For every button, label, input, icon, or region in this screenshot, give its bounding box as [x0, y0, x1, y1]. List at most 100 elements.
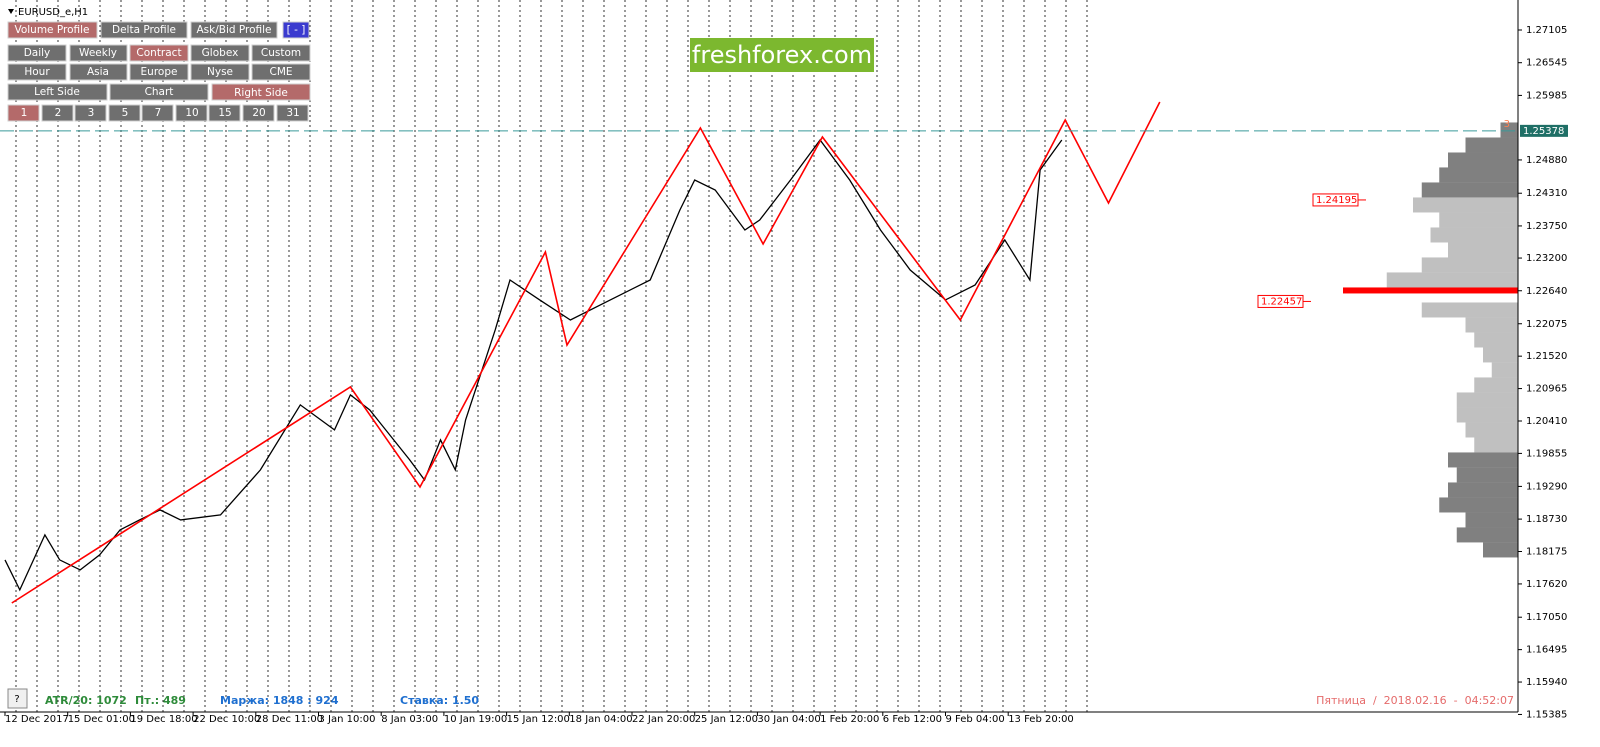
- button[interactable]: 15: [208, 104, 241, 122]
- volume-bar: [1413, 197, 1518, 213]
- volume-bar: [1456, 527, 1518, 543]
- button-label: Hour: [24, 66, 50, 78]
- button-label: Daily: [24, 47, 51, 59]
- button[interactable]: Delta Profile: [100, 21, 188, 39]
- button[interactable]: Nyse: [190, 63, 250, 81]
- volume-bar: [1500, 122, 1518, 138]
- x-tick-label: 6 Feb 12:00: [883, 714, 942, 725]
- y-tick-label: 1.23750: [1526, 221, 1567, 232]
- volume-bar: [1474, 437, 1518, 453]
- y-tick-label: 1.24880: [1526, 155, 1567, 166]
- button-label: 1: [21, 107, 28, 119]
- level-box: [1312, 193, 1359, 207]
- volume-bar: [1456, 467, 1518, 483]
- volume-bar: [1465, 512, 1518, 528]
- button[interactable]: Weekly: [69, 44, 128, 62]
- x-tick-label: 22 Dec 10:00: [193, 714, 260, 725]
- level-label: 1.24195: [1316, 195, 1357, 206]
- button[interactable]: 20: [242, 104, 275, 122]
- button[interactable]: 1: [7, 104, 40, 122]
- button-label: Ask/Bid Profile: [196, 24, 271, 36]
- x-tick-label: 3 Jan 10:00: [319, 714, 376, 725]
- y-tick-label: 1.18175: [1526, 547, 1567, 558]
- button-label: Chart: [145, 86, 174, 98]
- button-label: 7: [155, 107, 162, 119]
- current-price-label: 1.25378: [1523, 126, 1564, 137]
- button-label: Custom: [261, 47, 301, 59]
- level-box: [1257, 294, 1304, 308]
- rate-text: Ставка: 1.50: [400, 694, 479, 707]
- help-button[interactable]: [7, 688, 28, 709]
- price-line: [4, 138, 1063, 592]
- y-tick-label: 1.15385: [1526, 709, 1567, 720]
- volume-bar: [1456, 407, 1518, 423]
- button-label: Volume Profile: [14, 24, 89, 36]
- button[interactable]: Europe: [129, 63, 189, 81]
- watermark-box: [690, 38, 874, 72]
- button[interactable]: CME: [251, 63, 311, 81]
- button[interactable]: 5: [108, 104, 141, 122]
- y-tick-label: 1.17620: [1526, 579, 1567, 590]
- volume-bar: [1448, 452, 1518, 468]
- y-tick-label: 1.18730: [1526, 514, 1567, 525]
- symbol-label: EURUSD_e,H1: [18, 7, 88, 18]
- volume-bar: [1439, 167, 1518, 183]
- volume-bar: [1448, 152, 1518, 168]
- volume-bar: [1439, 212, 1518, 228]
- y-tick-label: 1.16495: [1526, 645, 1567, 656]
- button[interactable]: Asia: [69, 63, 128, 81]
- y-tick-label: 1.27105: [1526, 25, 1567, 36]
- y-tick-label: 1.20965: [1526, 384, 1567, 395]
- button[interactable]: 7: [141, 104, 174, 122]
- button[interactable]: [ - ]: [282, 21, 310, 39]
- margin-text: Маржа: 1848 : 924: [220, 694, 339, 707]
- y-tick-label: 1.22075: [1526, 319, 1567, 330]
- datetime-text: Пятница / 2018.02.16 - 04:52:07: [1316, 694, 1514, 707]
- y-tick-label: 1.26545: [1526, 58, 1567, 69]
- menu-arrow[interactable]: [8, 9, 14, 14]
- y-tick-label: 1.15940: [1526, 677, 1567, 688]
- bars-text: Пт.: 489: [135, 694, 186, 707]
- y-tick-label: 1.22640: [1526, 286, 1567, 297]
- x-tick-label: 28 Dec 11:00: [256, 714, 323, 725]
- volume-bar: [1343, 287, 1518, 294]
- y-tick-label: 1.20410: [1526, 416, 1567, 427]
- button[interactable]: Contract: [129, 44, 189, 62]
- watermark: freshforex.com: [692, 41, 872, 69]
- button-label: Right Side: [234, 87, 288, 99]
- button[interactable]: Globex: [190, 44, 250, 62]
- button[interactable]: Chart: [109, 83, 209, 101]
- y-tick-label: 1.17050: [1526, 612, 1567, 623]
- y-tick-label: 1.21520: [1526, 351, 1567, 362]
- x-tick-label: 19 Dec 18:00: [130, 714, 197, 725]
- y-tick-label: 1.19855: [1526, 448, 1567, 459]
- button[interactable]: Custom: [251, 44, 311, 62]
- x-tick-label: 15 Dec 01:00: [68, 714, 135, 725]
- x-tick-label: 22 Jan 20:00: [632, 714, 695, 725]
- button-label: 5: [122, 107, 129, 119]
- button[interactable]: 10: [175, 104, 208, 122]
- volume-bar: [1474, 332, 1518, 348]
- x-tick-label: 13 Feb 20:00: [1008, 714, 1074, 725]
- button-label: 3: [88, 107, 95, 119]
- button[interactable]: Left Side: [7, 83, 108, 101]
- button[interactable]: Daily: [7, 44, 67, 62]
- button[interactable]: Right Side: [211, 83, 311, 101]
- volume-bar: [1421, 257, 1518, 273]
- button[interactable]: Hour: [7, 63, 67, 81]
- volume-bar: [1483, 347, 1518, 363]
- button[interactable]: 3: [74, 104, 107, 122]
- button[interactable]: 31: [276, 104, 309, 122]
- button[interactable]: Volume Profile: [7, 21, 98, 39]
- button[interactable]: 2: [41, 104, 74, 122]
- current-price-box: [1520, 124, 1568, 137]
- y-tick-label: 1.23200: [1526, 253, 1567, 264]
- x-tick-label: 25 Jan 12:00: [695, 714, 758, 725]
- plot: [4, 101, 1518, 604]
- x-tick-label: 1 Feb 20:00: [820, 714, 879, 725]
- help-label: ?: [14, 694, 19, 705]
- button[interactable]: Ask/Bid Profile: [190, 21, 278, 39]
- x-tick-label: 15 Jan 12:00: [507, 714, 570, 725]
